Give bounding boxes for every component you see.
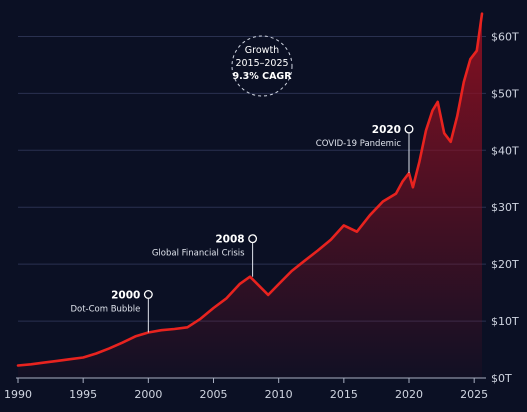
annotation-marker bbox=[404, 124, 414, 134]
x-tick-label: 1990 bbox=[4, 388, 32, 401]
x-tick-label: 2015 bbox=[330, 388, 358, 401]
badge-cagr: 9.3% CAGR bbox=[232, 71, 292, 82]
annotation-marker bbox=[248, 234, 258, 244]
y-tick-label: $50T bbox=[491, 87, 519, 100]
x-tick-label: 2000 bbox=[134, 388, 162, 401]
series-area bbox=[18, 13, 482, 378]
annotation-label: Dot-Com Bubble bbox=[70, 304, 140, 314]
y-tick-label: $40T bbox=[491, 144, 519, 157]
y-axis: $10T $20T $30T $40T $50T $60T $0T bbox=[491, 30, 519, 385]
y-tick-label: $60T bbox=[491, 30, 519, 43]
x-tick-label: 2010 bbox=[265, 388, 293, 401]
badge-circle bbox=[231, 35, 293, 97]
annotation-year: 2008 bbox=[215, 234, 244, 246]
x-tick-label: 2005 bbox=[200, 388, 228, 401]
x-axis: 1990 1995 2000 2005 2010 2015 2020 2025 bbox=[4, 377, 488, 401]
x-tick-label: 2025 bbox=[460, 388, 488, 401]
y-tick-label: $30T bbox=[491, 201, 519, 214]
y-tick-label: $20T bbox=[491, 258, 519, 271]
x-tick-label: 1995 bbox=[69, 388, 97, 401]
x-tick-label: 2020 bbox=[395, 388, 423, 401]
badge-period: 2015–2025 bbox=[235, 58, 288, 69]
y-tick-label-zero: $0T bbox=[491, 372, 512, 385]
series-line bbox=[16, 12, 484, 367]
badge-title: Growth bbox=[245, 45, 279, 56]
annotation-year: 2020 bbox=[372, 124, 401, 136]
annotation-marker bbox=[143, 290, 153, 299]
annotations: 2000 Dot-Com Bubble 2008 Global Financial C… bbox=[70, 124, 414, 333]
y-tick-label: $10T bbox=[491, 315, 519, 328]
area-layer bbox=[16, 12, 484, 378]
annotation-label: Global Financial Crisis bbox=[152, 249, 245, 259]
annotation-label: COVID-19 Pandemic bbox=[316, 139, 402, 149]
annotation-year: 2000 bbox=[111, 289, 140, 301]
growth-badge: Growth 2015–2025 9.3% CAGR bbox=[231, 35, 293, 97]
